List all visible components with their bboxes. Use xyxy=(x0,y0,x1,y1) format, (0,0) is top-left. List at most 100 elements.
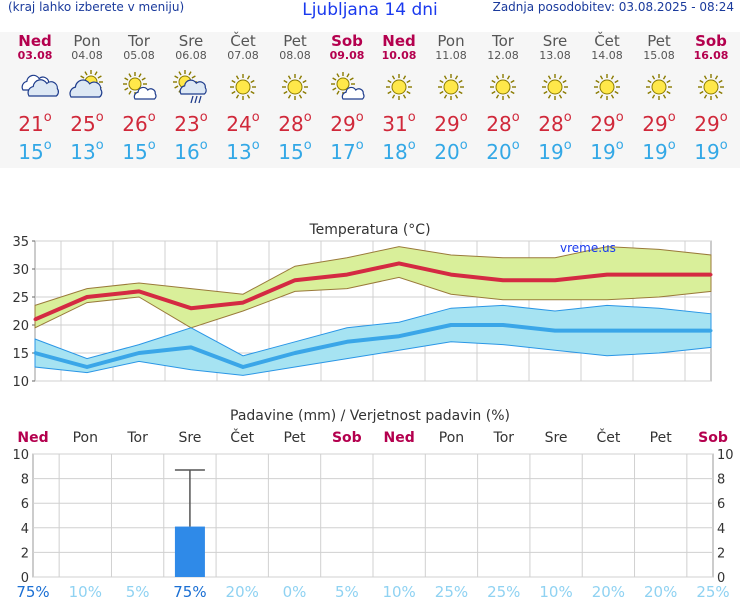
data-point xyxy=(293,351,297,355)
data-point xyxy=(241,365,245,369)
day-date: 06.08 xyxy=(175,49,207,62)
min-temperature: 19o xyxy=(633,138,685,164)
sun-icon xyxy=(646,74,672,100)
temperature-value: 28 xyxy=(486,112,512,136)
y-tick-label-right: 2 xyxy=(717,546,725,561)
degree-symbol: o xyxy=(459,138,468,153)
data-point xyxy=(657,273,661,277)
sun-cloud-icon xyxy=(123,72,157,100)
temperature-value: 17 xyxy=(330,140,356,164)
category-label: Pet xyxy=(650,430,673,446)
data-point xyxy=(137,289,141,293)
max-temperature: 26o xyxy=(113,110,165,136)
sun-rain-icon xyxy=(173,70,207,104)
header-left-note: (kraj lahko izberete v meniju) xyxy=(8,0,185,14)
forecast-strip: Ned 03.08 21o 15o Pon 04.08 25o 13o Tor 05.08 26o 1… xyxy=(0,32,740,168)
category-label: Sre xyxy=(178,430,201,446)
max-temperature: 21o xyxy=(9,110,61,136)
day-name: Sre xyxy=(542,32,568,50)
precipitation-probability: 0% xyxy=(283,583,307,600)
precipitation-probability: 5% xyxy=(126,583,150,600)
day-name: Čet xyxy=(230,32,256,50)
temperature-value: 15 xyxy=(122,140,148,164)
temperature-value: 29 xyxy=(434,112,460,136)
sun-icon xyxy=(542,74,568,100)
data-point xyxy=(553,278,557,282)
degree-symbol: o xyxy=(43,138,52,153)
temperature-value: 19 xyxy=(694,140,720,164)
precipitation-probability: 75% xyxy=(173,583,206,600)
category-label: Čet xyxy=(596,428,620,446)
day-date: 04.08 xyxy=(71,49,103,62)
min-temperature: 20o xyxy=(477,138,529,164)
data-point xyxy=(605,273,609,277)
y-tick-label-left: 0 xyxy=(21,571,29,586)
degree-symbol: o xyxy=(147,110,156,125)
day-name: Sob xyxy=(695,32,727,50)
data-point xyxy=(293,278,297,282)
temperature-value: 29 xyxy=(642,112,668,136)
precipitation-probability: 25% xyxy=(696,583,729,600)
temperature-value: 19 xyxy=(642,140,668,164)
degree-symbol: o xyxy=(43,110,52,125)
precipitation-probability: 25% xyxy=(487,583,520,600)
degree-symbol: o xyxy=(667,110,676,125)
data-point xyxy=(501,278,505,282)
day-name: Tor xyxy=(128,32,150,50)
degree-symbol: o xyxy=(95,110,104,125)
degree-symbol: o xyxy=(511,138,520,153)
y-tick-label: 15 xyxy=(12,347,29,362)
page-title: Ljubljana 14 dni xyxy=(302,0,438,20)
y-tick-label-right: 0 xyxy=(717,571,725,586)
temperature-value: 28 xyxy=(278,112,304,136)
max-temperature: 29o xyxy=(685,110,737,136)
max-temperature: 24o xyxy=(217,110,269,136)
max-temperature-line xyxy=(34,261,711,322)
degree-symbol: o xyxy=(355,138,364,153)
temperature-value: 25 xyxy=(70,112,96,136)
temperature-value: 20 xyxy=(434,140,460,164)
y-tick-label-left: 6 xyxy=(21,497,29,512)
temperature-value: 20 xyxy=(486,140,512,164)
day-date: 12.08 xyxy=(487,49,519,62)
day-date: 13.08 xyxy=(539,49,571,62)
precipitation-chart-title: Padavine (mm) / Verjetnost padavin (%) xyxy=(230,408,510,424)
degree-symbol: o xyxy=(199,110,208,125)
category-label: Pon xyxy=(439,430,464,446)
y-tick-label-right: 8 xyxy=(717,473,725,488)
category-label: Tor xyxy=(126,430,148,446)
data-point xyxy=(33,351,37,355)
data-point xyxy=(241,301,245,305)
precipitation-probability: 10% xyxy=(69,583,102,600)
degree-symbol: o xyxy=(563,138,572,153)
data-point xyxy=(553,329,557,333)
y-tick-label: 30 xyxy=(12,263,29,278)
max-temperature: 23o xyxy=(165,110,217,136)
day-date: 03.08 xyxy=(17,49,53,62)
category-label: Sre xyxy=(545,430,568,446)
temperature-value: 15 xyxy=(278,140,304,164)
precipitation-probability: 20% xyxy=(226,583,259,600)
y-tick-label-left: 2 xyxy=(21,546,29,561)
data-point xyxy=(449,323,453,327)
data-point xyxy=(189,345,193,349)
data-point xyxy=(397,261,401,265)
temperature-value: 19 xyxy=(538,140,564,164)
max-temperature: 25o xyxy=(61,110,113,136)
min-temperature: 16o xyxy=(165,138,217,164)
min-temperature: 13o xyxy=(217,138,269,164)
day-date: 16.08 xyxy=(693,49,729,62)
temperature-value: 19 xyxy=(590,140,616,164)
data-point xyxy=(137,351,141,355)
day-name: Sre xyxy=(178,32,204,50)
y-tick-label-left: 4 xyxy=(21,522,29,537)
partly-cloudy-icon xyxy=(69,70,103,98)
category-label: Čet xyxy=(230,428,254,446)
precipitation-probability: 20% xyxy=(644,583,677,600)
max-temperature: 29o xyxy=(581,110,633,136)
temperature-value: 29 xyxy=(330,112,356,136)
max-temperature: 29o xyxy=(425,110,477,136)
temperature-value: 31 xyxy=(382,112,408,136)
data-point xyxy=(657,329,661,333)
temperature-value: 15 xyxy=(18,140,44,164)
